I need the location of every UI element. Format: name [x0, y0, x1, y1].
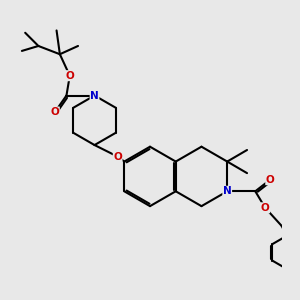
Text: O: O	[50, 107, 59, 117]
Text: N: N	[223, 186, 232, 196]
Text: O: O	[266, 175, 274, 185]
Text: O: O	[113, 152, 122, 162]
Text: O: O	[261, 203, 270, 213]
Text: N: N	[90, 91, 99, 100]
Text: O: O	[65, 71, 74, 81]
